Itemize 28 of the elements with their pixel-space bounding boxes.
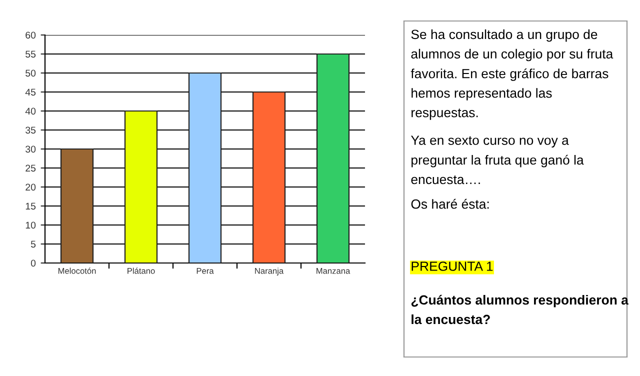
y-tick-label: 40 (25, 108, 36, 115)
y-tick-label: 30 (26, 146, 36, 153)
bar (60, 148, 94, 263)
bar (124, 110, 158, 263)
text: Ya en sexto curso no voy a preguntar la fruta que ganó la encuesta…. (410, 136, 584, 184)
text: PREGUNTA 1 (412, 262, 493, 271)
x-tick-label: Pera (196, 268, 214, 274)
bar (188, 72, 222, 263)
y-tick-label: 45 (25, 88, 36, 96)
text: Se ha consultado a un grupo de alumnos de un colegio por su fruta favorita. En este gráfico de barras hemos representado las respuestas. (410, 29, 614, 120)
x-tick-label: Manzana (316, 268, 350, 274)
y-tick-label: 55 (26, 50, 36, 58)
text: Os haré ésta: (411, 198, 489, 209)
y-tick-label: 10 (26, 222, 36, 229)
bar (252, 91, 286, 263)
text: ¿Cuántos alumnos respondieron a la encuesta? (411, 294, 629, 324)
x-tick-label: Naranja (255, 268, 284, 276)
y-tick-label: 25 (26, 164, 36, 172)
y-tick-label: 5 (30, 240, 36, 248)
y-tick-label: 35 (26, 126, 36, 134)
y-tick-label: 60 (26, 32, 36, 39)
y-tick-label: 50 (26, 70, 36, 77)
y-tick-label: 0 (30, 260, 36, 267)
x-tick-label: Plátano (128, 268, 155, 274)
y-tick-label: 20 (26, 184, 36, 191)
x-tick-label: Melocotón (58, 268, 96, 274)
y-tick-label: 15 (26, 202, 36, 210)
bar (316, 53, 350, 263)
